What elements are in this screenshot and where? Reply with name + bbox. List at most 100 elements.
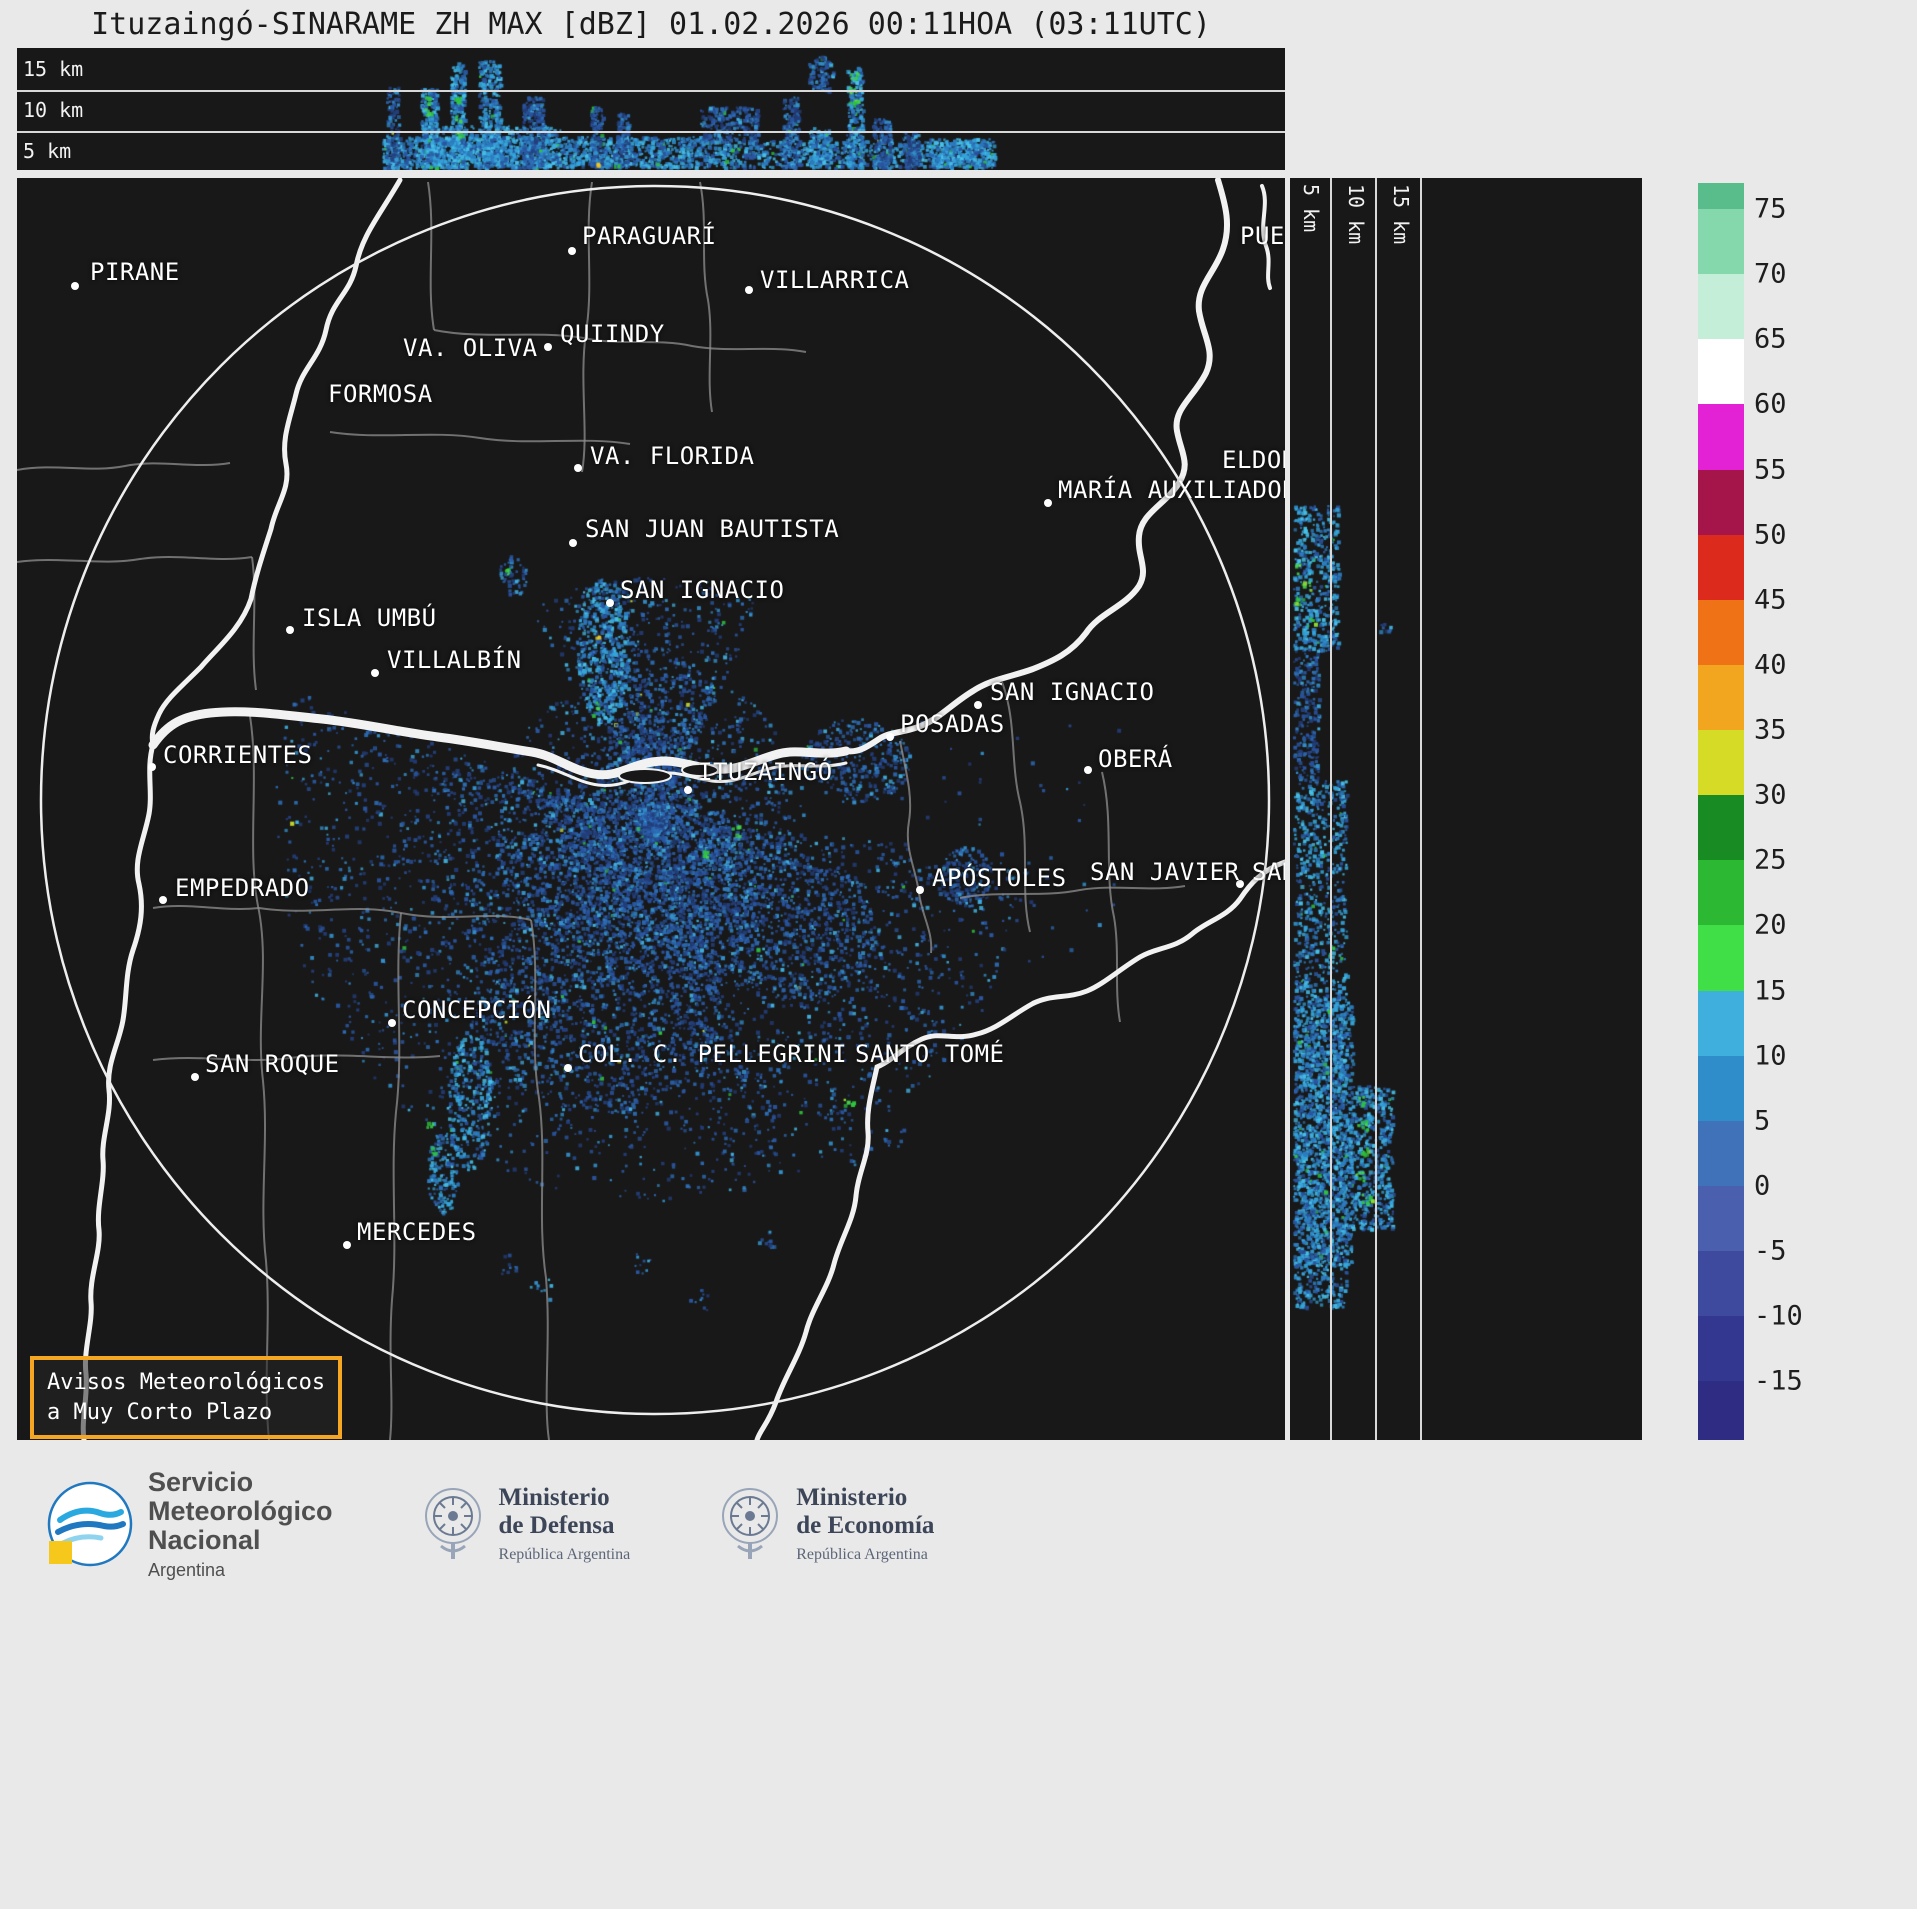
admin-boundary [1101,771,1121,1023]
city-label: PARAGUARÍ [582,222,717,250]
top-cross-section-panel: 15 km 10 km 5 km [17,48,1285,170]
river [149,178,403,748]
right-cross-section-echoes-canvas [1290,178,1642,1440]
city-label: EMPEDRADO [175,874,310,902]
economia-name-line2: de Economía [796,1512,935,1540]
colorbar-segment [1698,339,1744,405]
dbz-colorbar [1698,183,1744,1440]
admin-boundary [583,337,807,353]
city-dot [544,343,552,351]
city-dot [371,669,379,677]
admin-boundary [433,329,585,339]
colorbar-tick-label: 65 [1754,323,1787,355]
admin-boundary [329,431,631,445]
city-dot [916,886,924,894]
city-dot [974,701,982,709]
city-dot [1236,880,1244,888]
colorbar-tick-label: 75 [1754,193,1787,225]
admin-boundary [581,181,593,473]
warning-box-line1: Avisos Meteorológicos [47,1370,326,1395]
city-dot [286,626,294,634]
colorbar-segment [1698,730,1744,796]
city-label: POSADAS [900,710,1005,738]
city-dot [343,1241,351,1249]
admin-boundary [899,740,933,954]
footer-logo-row: Servicio Meteorológico Nacional Argentin… [46,1468,934,1581]
city-label: PIRANE [90,258,180,286]
city-label: SANTO TOMÉ [855,1040,1005,1068]
colorbar-tick-label: -5 [1754,1235,1787,1267]
colorbar-tick-label: -10 [1754,1300,1803,1332]
radar-echoes-canvas [17,178,1285,1440]
defensa-wordmark: Ministerio de Defensa República Argentin… [499,1484,631,1564]
city-label: VA. OLIVA [403,334,538,362]
city-label: ISLA UMBÚ [302,604,437,632]
colorbar-segment [1698,404,1744,470]
colorbar-segment [1698,1185,1744,1252]
city-label: MERCEDES [357,1218,477,1246]
smn-name-line2: Meteorológico [148,1495,333,1526]
city-label-layer: PIRANE PARAGUARÍ VILLARRICA QUIINDY VA. OLIV… [17,178,1285,1440]
colorbar-tick-label: 30 [1754,779,1787,811]
river [148,707,851,780]
geography-overlay [17,178,1285,1440]
city-label: QUIINDY [560,320,665,348]
defensa-sub: República Argentina [498,1546,631,1564]
city-dot [71,282,79,290]
defensa-name-line1: Ministerio [498,1484,610,1512]
city-dot [568,247,576,255]
admin-boundary [152,905,532,921]
colorbar-segment [1698,1381,1744,1440]
colorbar-tick-label: 15 [1754,975,1787,1007]
colorbar-tick-label: 55 [1754,454,1787,486]
city-dot [1084,766,1092,774]
river-island [618,768,672,784]
city-dot [886,733,894,741]
smn-name-line1: Servicio [148,1467,254,1497]
city-dot [159,896,167,904]
city-dot [1044,499,1052,507]
admin-boundary [959,885,1186,899]
defensa-name-line2: de Defensa [498,1512,615,1540]
colorbar-segment [1698,209,1744,275]
river [843,178,1231,755]
admin-boundary [427,181,435,331]
colorbar-segment [1698,860,1744,926]
city-label: VILLALBÍN [387,646,522,674]
altitude-gridline-5km [17,131,1285,133]
right-cross-section-panel: 5 km 10 km 15 km [1290,178,1642,1440]
colorbar-tick-label: 25 [1754,844,1787,876]
colorbar-segment [1698,1120,1744,1186]
altitude-gridline-15km [1420,178,1422,1440]
admin-boundary [251,556,257,691]
smn-country: Argentina [148,1559,226,1580]
city-label: FORMOSA [328,380,433,408]
city-label: ITUZAINGÓ [698,758,833,786]
city-label: SAN JAVIER [1090,858,1240,886]
colorbar-segment [1698,183,1744,210]
colorbar-tick-label: 45 [1754,584,1787,616]
river-island [681,763,719,777]
altitude-label-5km: 5 km [23,139,72,163]
city-dot [569,539,577,547]
altitude-label-5km: 5 km [1299,184,1323,233]
city-dot [388,1019,396,1027]
colorbar-segment [1698,1251,1744,1317]
city-dot [684,786,692,794]
colorbar-tick-label: 70 [1754,258,1787,290]
river [80,742,156,1440]
altitude-label-15km: 15 km [23,57,84,81]
colorbar-segment [1698,1055,1744,1121]
smn-logo-icon [47,1482,133,1567]
city-label: SAN [1252,858,1285,886]
economia-name-line1: Ministerio [796,1484,908,1512]
smn-name-line3: Nacional [148,1524,261,1555]
altitude-gridline-10km [17,90,1285,92]
smn-wordmark: Servicio Meteorológico Nacional Argentin… [148,1468,333,1581]
colorbar-tick-label: 5 [1754,1105,1771,1137]
colorbar-segment [1698,1316,1744,1382]
city-label: VILLARRICA [760,266,910,294]
colorbar-segment [1698,599,1744,665]
admin-boundary [152,1054,441,1061]
